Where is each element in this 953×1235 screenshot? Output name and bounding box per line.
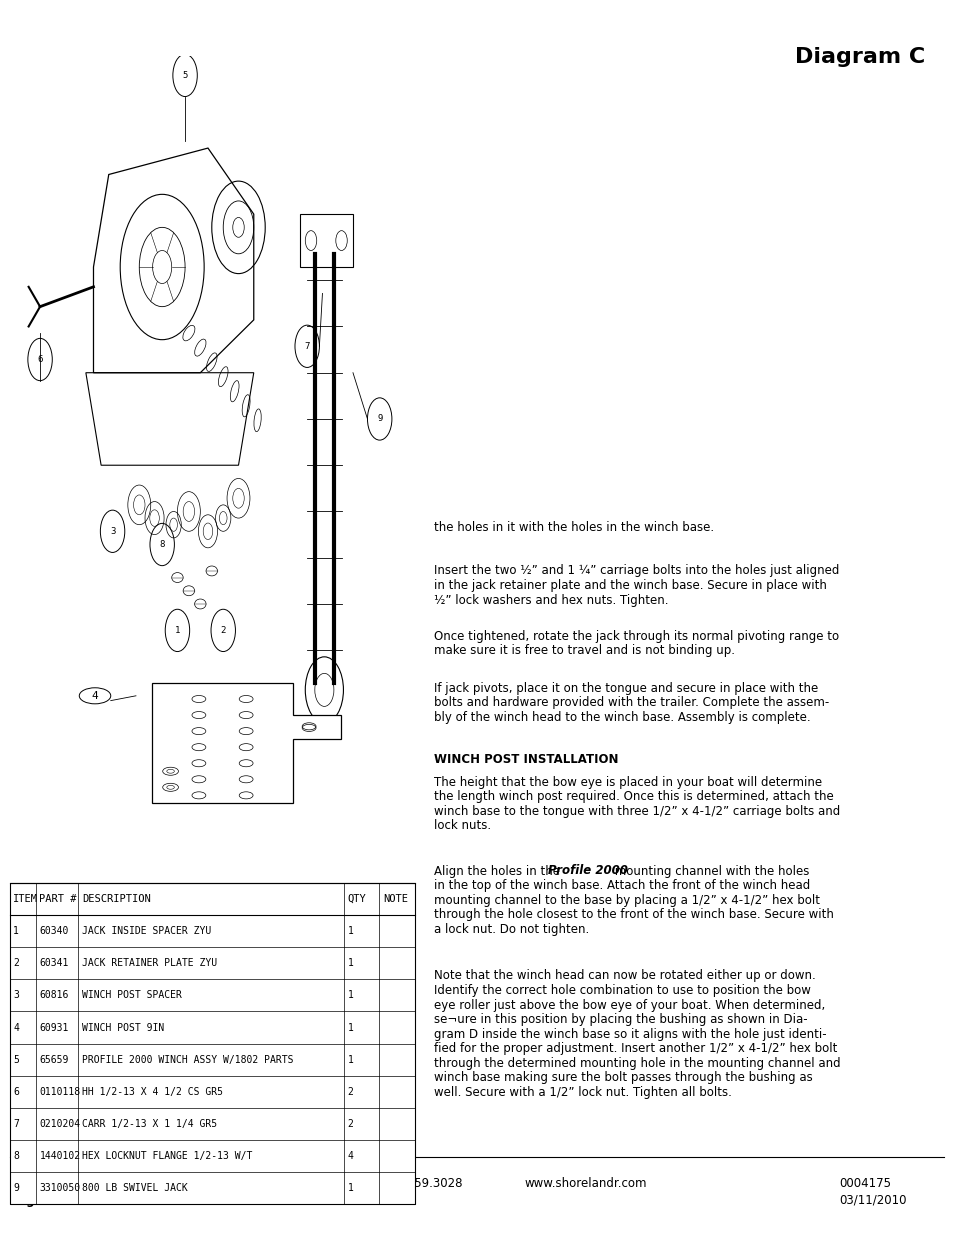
Text: through the determined mounting hole in the mounting channel and: through the determined mounting hole in … (434, 1057, 840, 1070)
Text: Profile 2000: Profile 2000 (548, 864, 627, 878)
Text: well. Secure with a 1/2” lock nut. Tighten all bolts.: well. Secure with a 1/2” lock nut. Tight… (434, 1086, 731, 1099)
Text: fied for the proper adjustment. Insert another 1/2” x 4-1/2” hex bolt: fied for the proper adjustment. Insert a… (434, 1042, 837, 1056)
Text: 0004175: 0004175 (839, 1177, 891, 1189)
Text: Once tightened, rotate the jack through its normal pivoting range to: Once tightened, rotate the jack through … (434, 630, 839, 643)
Text: the length winch post required. Once this is determined, attach the: the length winch post required. Once thi… (434, 790, 833, 803)
Text: The height that the bow eye is placed in your boat will determine: The height that the bow eye is placed in… (434, 776, 821, 789)
Text: 2: 2 (13, 958, 19, 968)
Text: Identify the correct hole combination to use to position the bow: Identify the correct hole combination to… (434, 984, 810, 997)
Text: 2: 2 (220, 626, 226, 635)
Text: HH 1/2-13 X 4 1/2 CS GR5: HH 1/2-13 X 4 1/2 CS GR5 (82, 1087, 223, 1097)
Text: 3310050: 3310050 (39, 1183, 80, 1193)
Text: Midwest Industries, Inc.: Midwest Industries, Inc. (10, 1177, 169, 1189)
Text: in the top of the winch base. Attach the front of the winch head: in the top of the winch base. Attach the… (434, 879, 809, 892)
Text: 8: 8 (159, 540, 165, 550)
Text: 5: 5 (13, 1055, 19, 1065)
Text: 7: 7 (304, 342, 310, 351)
Text: 800.859.3028: 800.859.3028 (381, 1177, 462, 1189)
Text: 4: 4 (347, 1151, 354, 1161)
Text: make sure it is free to travel and is not binding up.: make sure it is free to travel and is no… (434, 645, 735, 657)
Text: 1: 1 (347, 1055, 354, 1065)
Text: JACK INSIDE SPACER ZYU: JACK INSIDE SPACER ZYU (82, 926, 212, 936)
Text: www.shorelandr.com: www.shorelandr.com (524, 1177, 646, 1189)
Text: mounting channel to the base by placing a 1/2” x 4-1/2” hex bolt: mounting channel to the base by placing … (434, 894, 820, 906)
Text: 4: 4 (13, 1023, 19, 1032)
Text: 1: 1 (347, 990, 354, 1000)
Text: 60340: 60340 (39, 926, 69, 936)
Text: eye roller just above the bow eye of your boat. When determined,: eye roller just above the bow eye of you… (434, 999, 824, 1011)
Text: If jack pivots, place it on the tongue and secure in place with the: If jack pivots, place it on the tongue a… (434, 682, 818, 695)
Text: Note that the winch head can now be rotated either up or down.: Note that the winch head can now be rota… (434, 969, 815, 983)
Bar (10, 883, 415, 1204)
Text: 1: 1 (174, 626, 180, 635)
Text: Align the holes in the: Align the holes in the (434, 864, 563, 878)
Text: ITEM: ITEM (13, 894, 38, 904)
Text: 3: 3 (110, 527, 115, 536)
Text: 8: 8 (13, 1151, 19, 1161)
Text: 1440102: 1440102 (39, 1151, 80, 1161)
Text: 65659: 65659 (39, 1055, 69, 1065)
Text: DESCRIPTION: DESCRIPTION (82, 894, 151, 904)
Text: gram D inside the winch base so it aligns with the hole just identi-: gram D inside the winch base so it align… (434, 1028, 826, 1041)
Text: lock nuts.: lock nuts. (434, 819, 491, 832)
Text: ½” lock washers and hex nuts. Tighten.: ½” lock washers and hex nuts. Tighten. (434, 594, 668, 606)
Text: 1: 1 (13, 926, 19, 936)
Text: 1: 1 (347, 1023, 354, 1032)
Text: WINCH POST SPACER: WINCH POST SPACER (82, 990, 182, 1000)
Text: Diagram C: Diagram C (794, 47, 924, 67)
Text: mounting channel with the holes: mounting channel with the holes (610, 864, 808, 878)
Text: 3: 3 (13, 990, 19, 1000)
Text: a lock nut. Do not tighten.: a lock nut. Do not tighten. (434, 923, 589, 936)
Text: HEX LOCKNUT FLANGE 1/2-13 W/T: HEX LOCKNUT FLANGE 1/2-13 W/T (82, 1151, 253, 1161)
Text: JACK RETAINER PLATE ZYU: JACK RETAINER PLATE ZYU (82, 958, 217, 968)
Text: winch base making sure the bolt passes through the bushing as: winch base making sure the bolt passes t… (434, 1072, 812, 1084)
Text: CARR 1/2-13 X 1 1/4 GR5: CARR 1/2-13 X 1 1/4 GR5 (82, 1119, 217, 1129)
Text: bolts and hardware provided with the trailer. Complete the assem-: bolts and hardware provided with the tra… (434, 697, 828, 709)
Text: the holes in it with the holes in the winch base.: the holes in it with the holes in the wi… (434, 521, 714, 535)
Text: 6: 6 (13, 1087, 19, 1097)
Text: se¬ure in this position by placing the bushing as shown in Dia-: se¬ure in this position by placing the b… (434, 1013, 807, 1026)
Text: WINCH POST INSTALLATION: WINCH POST INSTALLATION (434, 753, 618, 767)
Text: 60816: 60816 (39, 990, 69, 1000)
Text: 2: 2 (347, 1119, 354, 1129)
Text: 1: 1 (347, 926, 354, 936)
Text: PART #: PART # (39, 894, 77, 904)
Text: Ida Grove, IA  51445: Ida Grove, IA 51445 (172, 1177, 293, 1189)
Text: 0210204: 0210204 (39, 1119, 80, 1129)
Text: WINCH POST 9IN: WINCH POST 9IN (82, 1023, 164, 1032)
Text: 9: 9 (376, 415, 382, 424)
Text: 03/11/2010: 03/11/2010 (839, 1194, 906, 1207)
Text: PROFILE 2000 WINCH ASSY W/1802 PARTS: PROFILE 2000 WINCH ASSY W/1802 PARTS (82, 1055, 294, 1065)
Text: 6: 6 (37, 354, 43, 364)
Text: NOTE: NOTE (383, 894, 408, 904)
Text: 800 LB SWIVEL JACK: 800 LB SWIVEL JACK (82, 1183, 188, 1193)
Text: 7: 7 (13, 1119, 19, 1129)
Text: winch base to the tongue with three 1/2” x 4-1/2” carriage bolts and: winch base to the tongue with three 1/2”… (434, 805, 840, 818)
Text: Insert the two ½” and 1 ¼” carriage bolts into the holes just aligned: Insert the two ½” and 1 ¼” carriage bolt… (434, 564, 839, 578)
Text: 4: 4 (91, 690, 98, 700)
Text: 5: 5 (182, 70, 188, 80)
Text: QTY: QTY (347, 894, 366, 904)
Text: 9: 9 (13, 1183, 19, 1193)
Text: in the jack retainer plate and the winch base. Secure in place with: in the jack retainer plate and the winch… (434, 579, 826, 592)
Text: bly of the winch head to the winch base. Assembly is complete.: bly of the winch head to the winch base.… (434, 711, 810, 724)
Text: 60341: 60341 (39, 958, 69, 968)
Text: 1: 1 (347, 958, 354, 968)
Text: 2: 2 (347, 1087, 354, 1097)
Text: 60931: 60931 (39, 1023, 69, 1032)
Text: through the hole closest to the front of the winch base. Secure with: through the hole closest to the front of… (434, 908, 833, 921)
Text: 0110118: 0110118 (39, 1087, 80, 1097)
Text: Page 5: Page 5 (10, 1194, 54, 1207)
Text: 1: 1 (347, 1183, 354, 1193)
